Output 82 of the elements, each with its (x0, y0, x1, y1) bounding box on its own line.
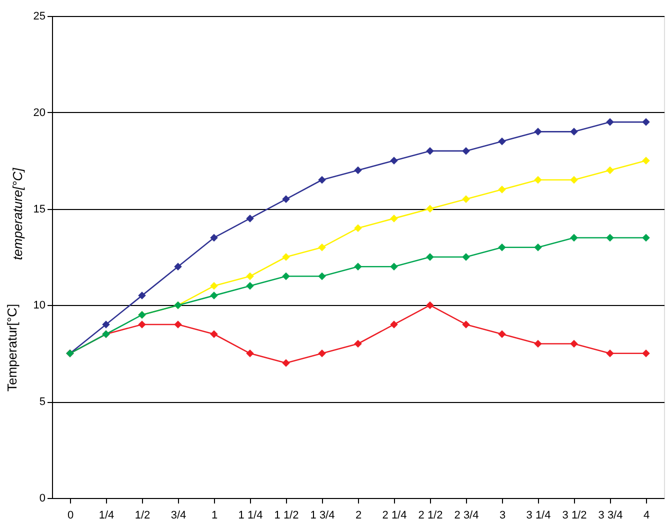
point (570, 234, 578, 242)
x-tick-label: 1/2 (134, 510, 150, 522)
point (426, 204, 434, 213)
x-tick-label: 1 3/4 (310, 510, 335, 522)
y-axis-title: Temperatur[°C] (4, 304, 20, 392)
point (570, 340, 578, 348)
point (534, 243, 542, 252)
point (246, 282, 254, 290)
x-tick-label: 2 1/4 (382, 510, 407, 522)
x-tick-label: 0 (67, 510, 74, 522)
y-tick-label: 25 (33, 10, 46, 22)
point (462, 320, 470, 328)
point (318, 350, 326, 358)
point (354, 340, 362, 348)
point (138, 320, 146, 328)
point (390, 214, 398, 222)
x-tick-label: 2 3/4 (454, 510, 479, 522)
point (606, 234, 614, 242)
y-tick-label: 0 (39, 492, 46, 504)
point (246, 214, 254, 222)
point (462, 195, 470, 204)
point (318, 243, 326, 252)
point (426, 301, 434, 310)
x-tick-label: 1 (211, 510, 218, 522)
point (462, 147, 470, 155)
x-tick-label: 3/4 (170, 510, 186, 522)
point (498, 137, 506, 146)
point (534, 340, 542, 348)
point (282, 253, 290, 261)
point (642, 234, 650, 242)
point (390, 156, 398, 164)
point (210, 330, 218, 338)
point (534, 176, 542, 184)
point (390, 320, 398, 328)
point (246, 272, 254, 280)
point (606, 166, 614, 174)
point (102, 320, 110, 328)
x-tick-label: 1 1/4 (238, 510, 263, 522)
point (282, 195, 290, 204)
point (210, 282, 218, 290)
x-tick-label: 3 (499, 510, 506, 522)
x-tick-label: 1/4 (98, 510, 114, 522)
point (174, 262, 182, 271)
point (570, 128, 578, 136)
y-tick-label: 15 (33, 203, 46, 216)
point (606, 118, 614, 126)
text: temperature[°C] (10, 168, 25, 260)
point (246, 350, 254, 358)
point (426, 253, 434, 261)
point (318, 176, 326, 184)
x-tick-label: 2 1/2 (418, 510, 443, 522)
point (462, 253, 470, 261)
point (642, 350, 650, 358)
x-tick-label: 3 1/2 (562, 510, 587, 522)
point (174, 320, 182, 328)
x-tick-label: 3 1/4 (526, 510, 551, 522)
y-tick-label: 20 (33, 106, 46, 119)
point (606, 350, 614, 358)
point (138, 292, 146, 300)
point (570, 176, 578, 184)
point (426, 147, 434, 155)
point (210, 292, 218, 300)
point (498, 243, 506, 252)
point (354, 166, 362, 174)
x-tick-label: 1 1/2 (274, 510, 299, 522)
point (354, 224, 362, 232)
x-tick-label: 3 3/4 (598, 510, 623, 522)
point (642, 118, 650, 126)
point (498, 186, 506, 194)
x-tick-label: 2 (355, 510, 362, 522)
point (390, 262, 398, 271)
x-tick-label: 4 (643, 510, 650, 522)
y-tick-label: 10 (33, 300, 46, 312)
point (498, 330, 506, 338)
point (282, 272, 290, 280)
point (318, 272, 326, 280)
point (282, 359, 290, 367)
point (354, 262, 362, 271)
point (642, 156, 650, 164)
point (534, 128, 542, 136)
y-tick-label: 5 (39, 396, 46, 408)
point (210, 234, 218, 242)
